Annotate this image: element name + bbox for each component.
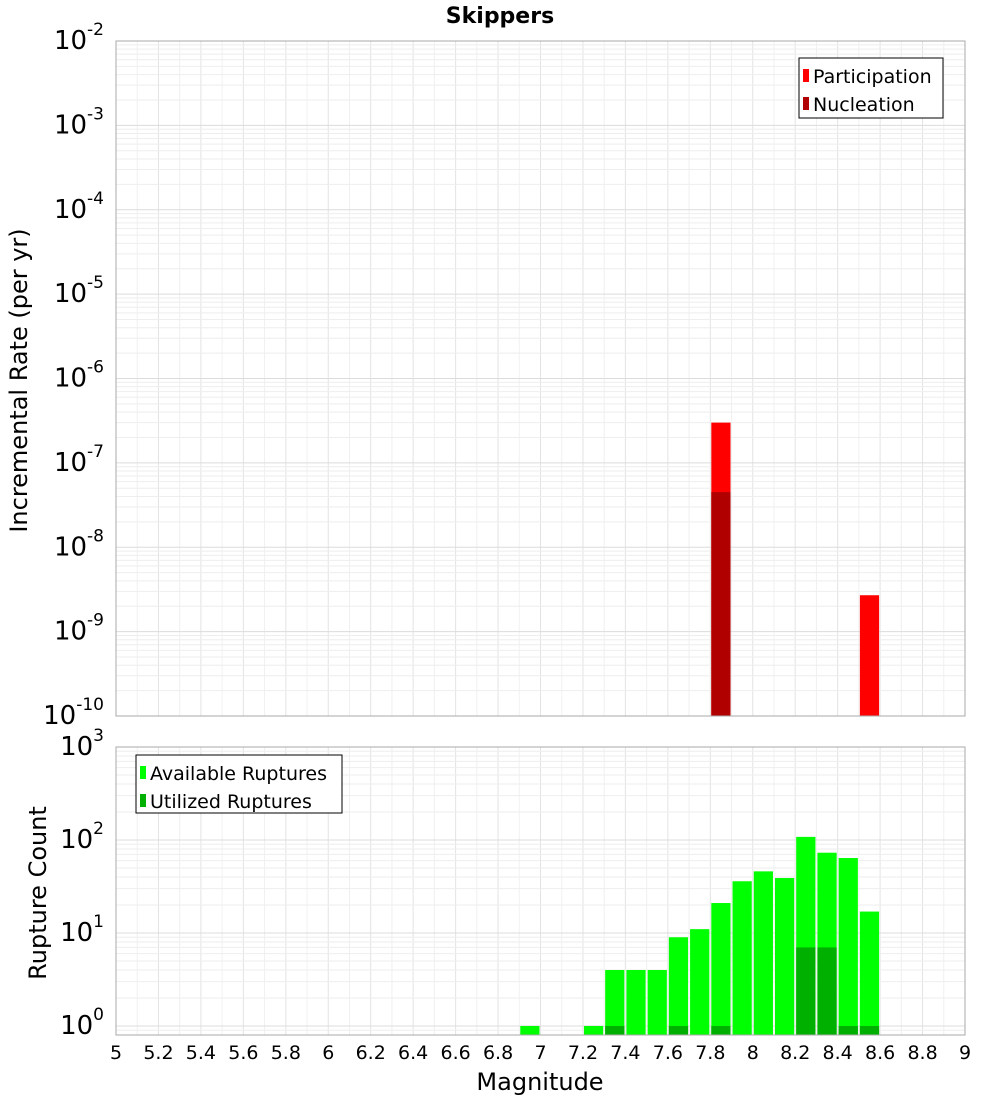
count-bar-a: [626, 969, 646, 1035]
x-tick-label: 7.6: [653, 1042, 683, 1064]
y-tick-label: 100: [60, 1005, 104, 1041]
x-tick-label: 9: [959, 1042, 971, 1064]
x-tick-label: 7.4: [610, 1042, 640, 1064]
count-bar-b: [859, 1025, 880, 1035]
count-y-axis-label: Rupture Count: [24, 806, 52, 980]
chart-title: Skippers: [446, 4, 554, 29]
count-bar-b: [605, 1025, 625, 1035]
count-legend-label: Utilized Ruptures: [150, 791, 312, 813]
count-bar-a: [753, 871, 773, 1035]
x-tick-label: 6.6: [440, 1042, 470, 1064]
count-bars: [520, 836, 880, 1035]
y-tick-label: 10-9: [54, 611, 104, 647]
count-y-tick-labels: 100 101 102 103: [60, 726, 104, 1041]
y-tick-label: 10-6: [54, 358, 104, 394]
x-tick-label: 5: [110, 1042, 122, 1064]
rate-y-axis-label: Incremental Rate (per yr): [5, 228, 33, 532]
y-tick-label: 10-2: [54, 20, 104, 56]
rate-bar-a: [859, 595, 880, 716]
rate-legend-swatch: [803, 97, 809, 110]
rate-legend-label: Participation: [813, 66, 932, 88]
count-legend-label: Available Ruptures: [150, 763, 327, 785]
count-plot-border: [115, 746, 966, 1036]
count-legend-swatch: [140, 766, 146, 779]
count-bar-b: [817, 947, 837, 1035]
count-bar-a: [838, 858, 858, 1035]
count-panel: 100 101 102 103 5 5.2 5.4 5.6 5.8 6 6.2 6.4 6.6 6.8 7…: [24, 726, 971, 1096]
y-tick-label: 10-3: [54, 104, 104, 140]
rate-panel: 10-10 10-9 10-8 10-7 10-6 10-5 10-4 10-3 10-2 In…: [5, 20, 966, 731]
count-bar-a: [732, 881, 752, 1035]
y-tick-label: 102: [60, 819, 104, 855]
rate-legend-swatch: [803, 69, 809, 82]
count-bar-a: [859, 911, 880, 1035]
count-bar-b: [838, 1025, 858, 1035]
count-bar-a: [711, 903, 731, 1035]
x-tick-labels: 5 5.2 5.4 5.6 5.8 6 6.2 6.4 6.6 6.8 7 7.2 7.4 7.6 7.8 8…: [110, 1042, 971, 1064]
x-tick-label: 6.2: [356, 1042, 386, 1064]
count-bar-b: [796, 947, 816, 1035]
x-tick-label: 8.2: [780, 1042, 810, 1064]
count-bar-a: [583, 1025, 604, 1035]
y-tick-label: 10-8: [54, 526, 104, 562]
count-bar-b: [668, 1025, 689, 1035]
y-tick-label: 10-10: [43, 695, 104, 731]
count-bar-a: [774, 878, 795, 1035]
count-legend-box: [135, 754, 343, 814]
y-tick-label: 103: [60, 726, 104, 762]
y-tick-label: 101: [60, 912, 104, 948]
x-tick-label: 6: [322, 1042, 334, 1064]
x-tick-label: 7.8: [695, 1042, 725, 1064]
rate-legend: Participation Nucleation: [798, 57, 944, 119]
x-tick-label: 8.6: [865, 1042, 895, 1064]
count-bar-a: [520, 1025, 540, 1035]
y-tick-label: 10-4: [54, 189, 104, 225]
rate-legend-box: [798, 57, 944, 119]
rate-gridlines: [115, 41, 966, 717]
x-axis-label: Magnitude: [476, 1068, 603, 1096]
count-legend-swatch: [140, 794, 146, 807]
x-tick-label: 8.8: [907, 1042, 937, 1064]
count-bar-a: [605, 969, 625, 1035]
count-bar-a: [668, 937, 689, 1035]
x-tick-label: 8.4: [823, 1042, 853, 1064]
x-tick-label: 8: [747, 1042, 759, 1064]
rate-bar-b: [711, 492, 731, 716]
count-bar-a: [690, 929, 710, 1035]
count-legend: Available Ruptures Utilized Ruptures: [135, 754, 343, 814]
y-tick-label: 10-5: [54, 273, 104, 309]
x-tick-label: 5.2: [143, 1042, 173, 1064]
x-tick-label: 6.8: [483, 1042, 513, 1064]
x-tick-label: 5.4: [186, 1042, 216, 1064]
count-bar-b: [711, 1025, 731, 1035]
rate-y-tick-labels: 10-10 10-9 10-8 10-7 10-6 10-5 10-4 10-3 10-2: [43, 20, 104, 731]
rate-bars: [711, 422, 880, 716]
x-tick-label: 5.8: [271, 1042, 301, 1064]
y-tick-label: 10-7: [54, 442, 104, 478]
x-tick-label: 5.6: [228, 1042, 258, 1064]
rate-plot-border: [115, 40, 966, 717]
x-tick-label: 7.2: [568, 1042, 598, 1064]
x-tick-label: 7: [534, 1042, 546, 1064]
count-bar-a: [647, 969, 667, 1035]
x-tick-label: 6.4: [398, 1042, 428, 1064]
rate-legend-label: Nucleation: [813, 94, 915, 116]
